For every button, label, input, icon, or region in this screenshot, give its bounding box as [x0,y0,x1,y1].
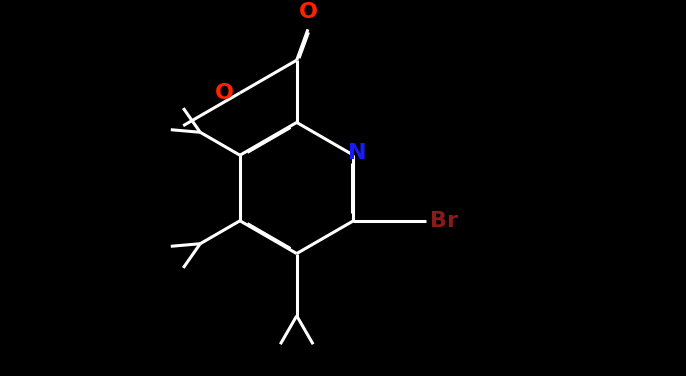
Text: N: N [348,143,366,163]
Text: O: O [215,83,234,103]
Text: O: O [298,2,318,22]
Text: Br: Br [430,211,458,231]
